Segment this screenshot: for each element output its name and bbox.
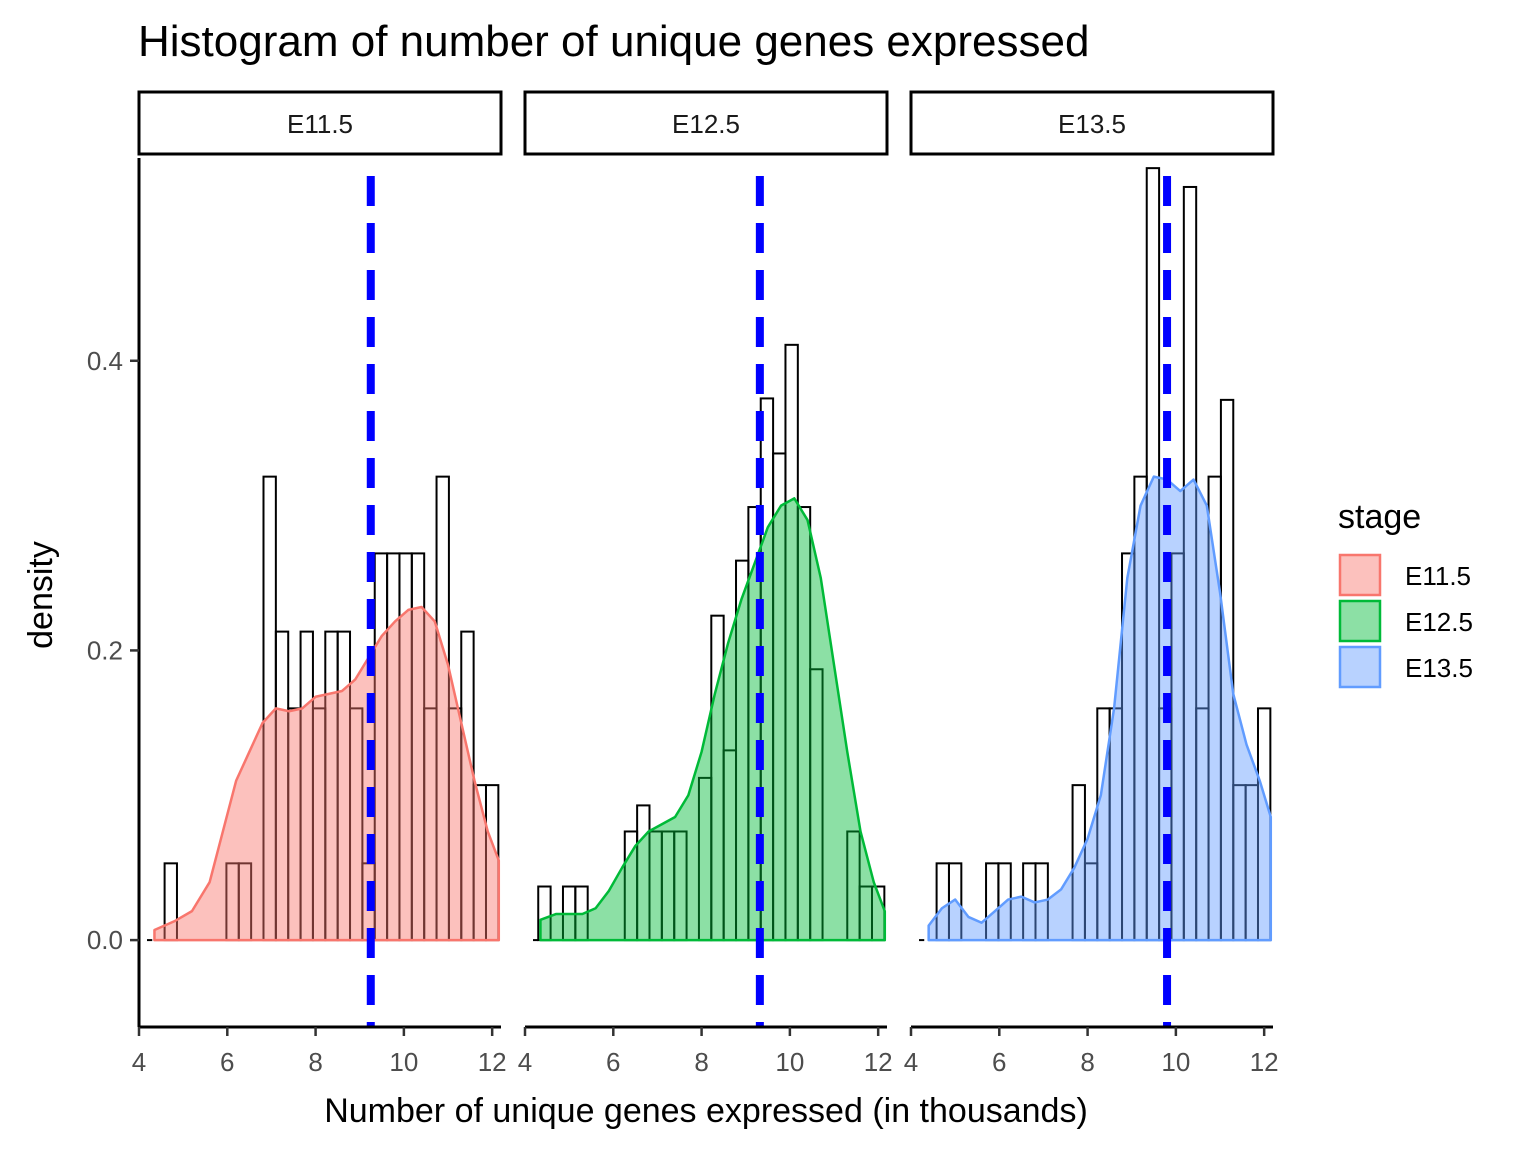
facet-strip-label: E11.5 — [287, 109, 353, 139]
facet-strip — [137, 90, 503, 156]
chart-title: Histogram of number of unique genes expr… — [138, 17, 1089, 66]
x-axis-title: Number of unique genes expressed (in tho… — [324, 1092, 1088, 1130]
legend-title: stage — [1338, 498, 1421, 536]
y-tick-label: 0.2 — [87, 635, 123, 665]
density-curve — [153, 605, 501, 942]
x-tick-label: 12 — [1250, 1047, 1279, 1077]
facet-strip-label: E12.5 — [672, 109, 740, 139]
density-curve — [539, 497, 887, 942]
y-tick-label: 0.0 — [87, 925, 123, 955]
legend-key — [1338, 553, 1382, 597]
x-tick-label: 6 — [606, 1047, 620, 1077]
x-tick-label: 12 — [864, 1047, 893, 1077]
legend-label: E12.5 — [1405, 607, 1473, 637]
x-tick-label: 12 — [478, 1047, 507, 1077]
facet-strip — [523, 90, 889, 156]
facet-panels: E11.5 4 6 8 10 12 E12.5 4 6 8 10 12 E13.5 4 6 8 10 12 — [132, 90, 1279, 1077]
facet-strip — [909, 90, 1275, 156]
x-tick-label: 8 — [308, 1047, 322, 1077]
x-tick-label: 4 — [518, 1047, 532, 1077]
x-tick-label: 10 — [389, 1047, 418, 1077]
x-tick-label: 8 — [694, 1047, 708, 1077]
legend-label: E11.5 — [1405, 561, 1471, 591]
y-axis: 0.0 0.2 0.4 — [87, 158, 141, 1027]
facet-strip-label: E13.5 — [1058, 109, 1126, 139]
y-axis-title: density — [22, 541, 60, 649]
x-tick-label: 4 — [904, 1047, 918, 1077]
legend: stage E11.5 E12.5 E13.5 — [1338, 498, 1473, 689]
x-tick-label: 8 — [1080, 1047, 1094, 1077]
density-curve — [927, 475, 1273, 942]
legend-label: E13.5 — [1405, 653, 1473, 683]
facet-panel: E12.5 4 6 8 10 12 — [518, 90, 893, 1077]
x-tick-label: 6 — [220, 1047, 234, 1077]
legend-key — [1338, 645, 1382, 689]
x-tick-label: 6 — [992, 1047, 1006, 1077]
x-tick-label: 10 — [775, 1047, 804, 1077]
facet-panel: E13.5 4 6 8 10 12 — [904, 90, 1279, 1077]
legend-key — [1338, 599, 1382, 643]
x-tick-label: 10 — [1161, 1047, 1190, 1077]
x-tick-label: 4 — [132, 1047, 146, 1077]
facet-panel: E11.5 4 6 8 10 12 — [132, 90, 507, 1077]
y-tick-label: 0.4 — [87, 346, 123, 376]
